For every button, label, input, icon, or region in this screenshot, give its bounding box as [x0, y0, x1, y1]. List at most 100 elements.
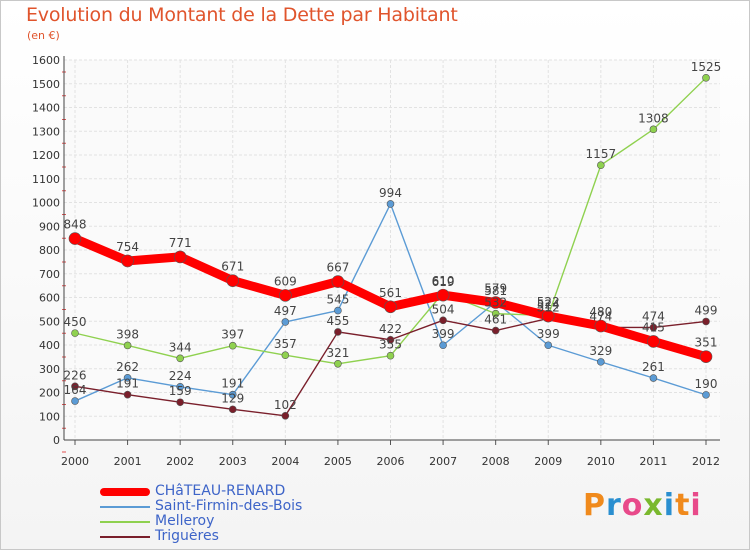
- data-point: [386, 335, 395, 344]
- data-point: [386, 351, 395, 360]
- data-point: [702, 391, 710, 399]
- y-tick-label: 1600: [32, 54, 60, 67]
- data-point: [439, 341, 447, 350]
- x-tick-label: 2010: [587, 455, 615, 468]
- data-point: [702, 317, 710, 326]
- data-label: 397: [221, 328, 244, 342]
- x-tick-label: 2004: [271, 455, 299, 468]
- data-point: [281, 411, 290, 420]
- data-point: [334, 306, 342, 315]
- data-point: [228, 405, 237, 414]
- data-label: 1525: [691, 60, 722, 74]
- data-point: [541, 309, 555, 323]
- legend-label: Saint-Firmin-des-Bois: [155, 498, 303, 514]
- data-label: 512: [537, 300, 560, 314]
- data-point: [439, 316, 447, 325]
- data-point: [649, 323, 658, 332]
- legend-swatch-melleroy: [100, 521, 150, 523]
- data-point: [228, 341, 237, 350]
- data-label: 164: [64, 383, 87, 397]
- data-point: [491, 309, 500, 318]
- data-point: [489, 296, 502, 309]
- data-label: 355: [379, 338, 402, 352]
- data-label: 480: [589, 305, 612, 319]
- data-point: [173, 250, 187, 264]
- y-tick-label: 600: [39, 292, 60, 305]
- y-tick-label: 800: [39, 244, 60, 257]
- data-point: [176, 382, 184, 391]
- data-label: 524: [537, 298, 560, 312]
- y-tick-label: 1300: [32, 125, 60, 138]
- data-point: [649, 374, 658, 382]
- data-label: 351: [695, 336, 718, 350]
- y-tick-label: 1500: [32, 78, 60, 91]
- y-tick-label: 400: [39, 339, 60, 352]
- x-tick-label: 2011: [639, 455, 667, 468]
- data-label: 579: [484, 281, 507, 295]
- legend-label: Triguères: [155, 528, 219, 544]
- data-label: 561: [379, 286, 402, 300]
- data-point: [176, 354, 184, 363]
- data-point: [331, 275, 345, 288]
- x-tick-label: 2000: [61, 455, 89, 468]
- data-label: 994: [379, 186, 402, 200]
- data-point: [594, 319, 608, 333]
- y-tick-label: 700: [39, 268, 60, 281]
- data-label: 610: [432, 274, 455, 288]
- data-point: [71, 397, 79, 405]
- data-point: [121, 254, 134, 268]
- x-tick-label: 2003: [219, 455, 247, 468]
- data-point: [647, 335, 660, 348]
- data-point: [702, 74, 710, 82]
- y-tick-label: 1000: [32, 197, 60, 210]
- data-label: 159: [169, 384, 192, 398]
- data-label: 532: [484, 296, 507, 310]
- data-label: 771: [169, 236, 192, 250]
- data-label: 667: [326, 261, 349, 275]
- legend-swatch-saint-firmin: [100, 506, 150, 508]
- y-tick-label: 500: [39, 315, 60, 328]
- data-label: 321: [326, 346, 349, 360]
- data-label: 261: [642, 360, 665, 374]
- data-label: 191: [221, 377, 244, 391]
- data-point: [71, 382, 79, 391]
- data-point: [491, 326, 500, 335]
- data-label: 474: [589, 309, 612, 323]
- data-label: 226: [64, 368, 87, 382]
- data-label: 619: [432, 275, 455, 289]
- data-label: 357: [274, 337, 297, 351]
- data-label: 398: [116, 327, 139, 341]
- data-label: 129: [221, 391, 244, 405]
- data-label: 754: [116, 240, 139, 254]
- data-label: 224: [169, 369, 192, 383]
- data-label: 1308: [638, 111, 669, 125]
- x-tick-label: 2006: [377, 455, 405, 468]
- legend-label: Melleroy: [155, 513, 215, 529]
- data-point: [228, 390, 237, 399]
- x-tick-label: 2005: [324, 455, 352, 468]
- y-tick-label: 200: [39, 387, 60, 400]
- x-tick-label: 2001: [114, 455, 142, 468]
- data-label: 499: [695, 303, 718, 317]
- data-label: 848: [64, 218, 87, 232]
- y-tick-label: 1100: [32, 173, 60, 186]
- data-label: 450: [64, 315, 87, 329]
- data-label: 497: [274, 304, 297, 318]
- data-point: [384, 300, 397, 314]
- data-point: [68, 232, 82, 245]
- y-tick-label: 300: [39, 363, 60, 376]
- data-label: 262: [116, 360, 139, 374]
- y-tick-label: 0: [53, 434, 60, 447]
- data-point: [123, 390, 132, 399]
- x-tick-label: 2002: [166, 455, 194, 468]
- data-label: 522: [537, 295, 560, 309]
- data-point: [597, 358, 605, 366]
- data-point: [71, 329, 79, 337]
- data-label: 545: [326, 293, 349, 307]
- data-label: 504: [432, 302, 455, 316]
- data-point: [226, 274, 240, 287]
- data-label: 399: [432, 327, 455, 341]
- x-tick-label: 2007: [429, 455, 457, 468]
- data-label: 609: [274, 274, 297, 288]
- x-tick-label: 2009: [534, 455, 562, 468]
